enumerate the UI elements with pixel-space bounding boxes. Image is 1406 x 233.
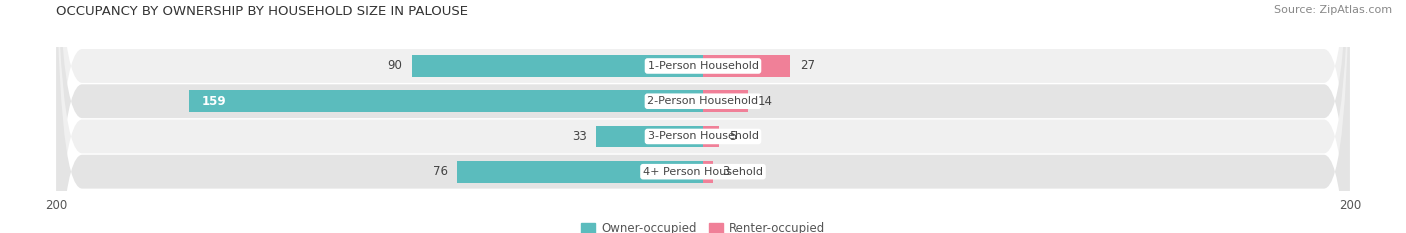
Bar <box>703 55 790 77</box>
Text: 3: 3 <box>723 165 730 178</box>
Legend: Owner-occupied, Renter-occupied: Owner-occupied, Renter-occupied <box>576 218 830 233</box>
FancyBboxPatch shape <box>56 0 1350 233</box>
Bar <box>457 161 703 183</box>
Text: 14: 14 <box>758 95 773 108</box>
Bar <box>412 55 703 77</box>
Bar <box>703 90 748 112</box>
FancyBboxPatch shape <box>56 0 1350 233</box>
Text: 27: 27 <box>800 59 815 72</box>
Text: 33: 33 <box>572 130 586 143</box>
Text: Source: ZipAtlas.com: Source: ZipAtlas.com <box>1274 5 1392 15</box>
Bar <box>703 126 720 147</box>
Text: 2-Person Household: 2-Person Household <box>647 96 759 106</box>
FancyBboxPatch shape <box>56 0 1350 233</box>
Bar <box>703 161 713 183</box>
Text: 90: 90 <box>388 59 402 72</box>
Text: 76: 76 <box>433 165 447 178</box>
Text: 1-Person Household: 1-Person Household <box>648 61 758 71</box>
Text: 159: 159 <box>202 95 226 108</box>
Text: 4+ Person Household: 4+ Person Household <box>643 167 763 177</box>
Text: 5: 5 <box>728 130 737 143</box>
Bar <box>596 126 703 147</box>
Bar <box>188 90 703 112</box>
Text: 3-Person Household: 3-Person Household <box>648 131 758 141</box>
Text: OCCUPANCY BY OWNERSHIP BY HOUSEHOLD SIZE IN PALOUSE: OCCUPANCY BY OWNERSHIP BY HOUSEHOLD SIZE… <box>56 5 468 18</box>
FancyBboxPatch shape <box>56 0 1350 233</box>
